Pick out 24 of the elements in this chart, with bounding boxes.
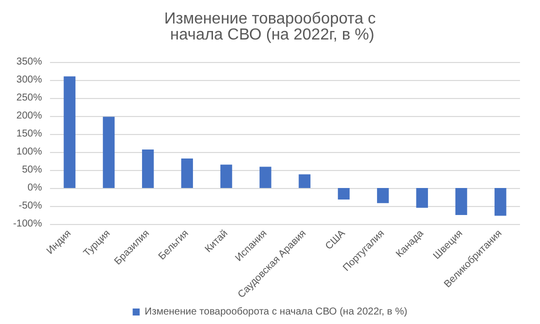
bar — [377, 188, 389, 204]
bar — [260, 166, 272, 188]
y-tick-label: 100% — [16, 146, 42, 158]
y-tick-label: -50% — [18, 200, 42, 212]
bar — [220, 164, 232, 188]
y-tick-label: 300% — [16, 74, 42, 86]
y-tick-label: 150% — [16, 128, 42, 140]
bar — [102, 116, 115, 188]
bar — [142, 149, 154, 188]
bar — [455, 188, 468, 215]
y-tick-label: 200% — [16, 110, 42, 122]
y-tick-label: 250% — [16, 92, 42, 104]
y-tick-label: 0% — [28, 182, 42, 194]
legend-label: Изменение товарооборота с начала СВО (на 2022г, в %) — [144, 306, 408, 318]
bar — [494, 188, 506, 216]
bar — [298, 174, 310, 188]
bar — [338, 188, 350, 200]
y-tick-label: -100% — [13, 218, 42, 230]
chart-title: Изменение товарооборота с начала СВО (на 2022г, в %) — [164, 10, 376, 44]
bar — [181, 158, 193, 188]
bar — [64, 76, 76, 188]
y-tick-label: 50% — [22, 164, 42, 176]
bar — [416, 188, 428, 208]
y-tick-label: 350% — [16, 56, 42, 68]
